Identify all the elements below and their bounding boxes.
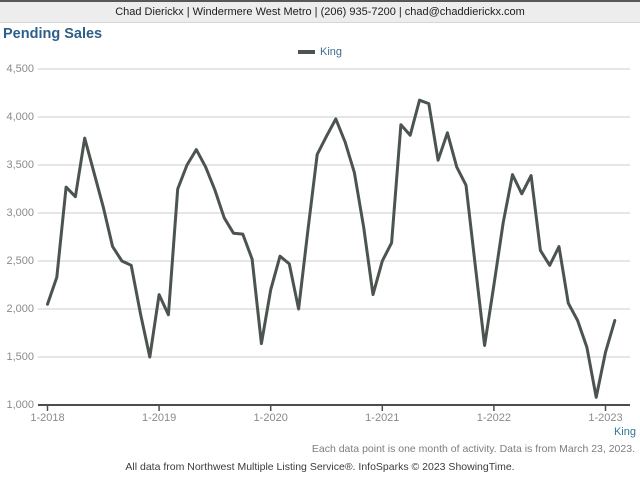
y-tick-label: 2,000 xyxy=(6,303,34,315)
legend-line-swatch xyxy=(297,50,315,54)
x-tick-label: 1-2021 xyxy=(365,412,400,424)
x-tick-label: 1-2019 xyxy=(141,412,177,424)
y-tick-label: 1,000 xyxy=(6,399,34,411)
x-tick-label: 1-2022 xyxy=(476,412,512,424)
y-tick-label: 1,500 xyxy=(6,351,34,363)
y-tick-label: 4,000 xyxy=(6,111,34,123)
header-bar: Chad Dierickx | Windermere West Metro | … xyxy=(0,0,640,23)
region-label: King xyxy=(613,426,636,438)
x-tick-label: 1-2023 xyxy=(588,412,623,424)
x-tick-label: 1-2020 xyxy=(253,412,288,424)
footer-note-source: All data from Northwest Multiple Listing… xyxy=(125,461,515,473)
series-line-king xyxy=(46,98,617,399)
y-tick-label: 3,500 xyxy=(6,159,34,171)
y-tick-label: 2,500 xyxy=(6,255,34,267)
footer-note-activity: Each data point is one month of activity… xyxy=(311,443,635,455)
contact-line: Chad Dierickx | Windermere West Metro | … xyxy=(115,6,525,18)
y-tick-label: 3,000 xyxy=(6,207,34,219)
x-tick-label: 1-2018 xyxy=(30,412,65,424)
page-title: Pending Sales xyxy=(3,26,103,42)
y-tick-label: 4,500 xyxy=(6,63,34,75)
legend-label: King xyxy=(319,46,343,58)
chart-legend: King xyxy=(0,45,640,59)
